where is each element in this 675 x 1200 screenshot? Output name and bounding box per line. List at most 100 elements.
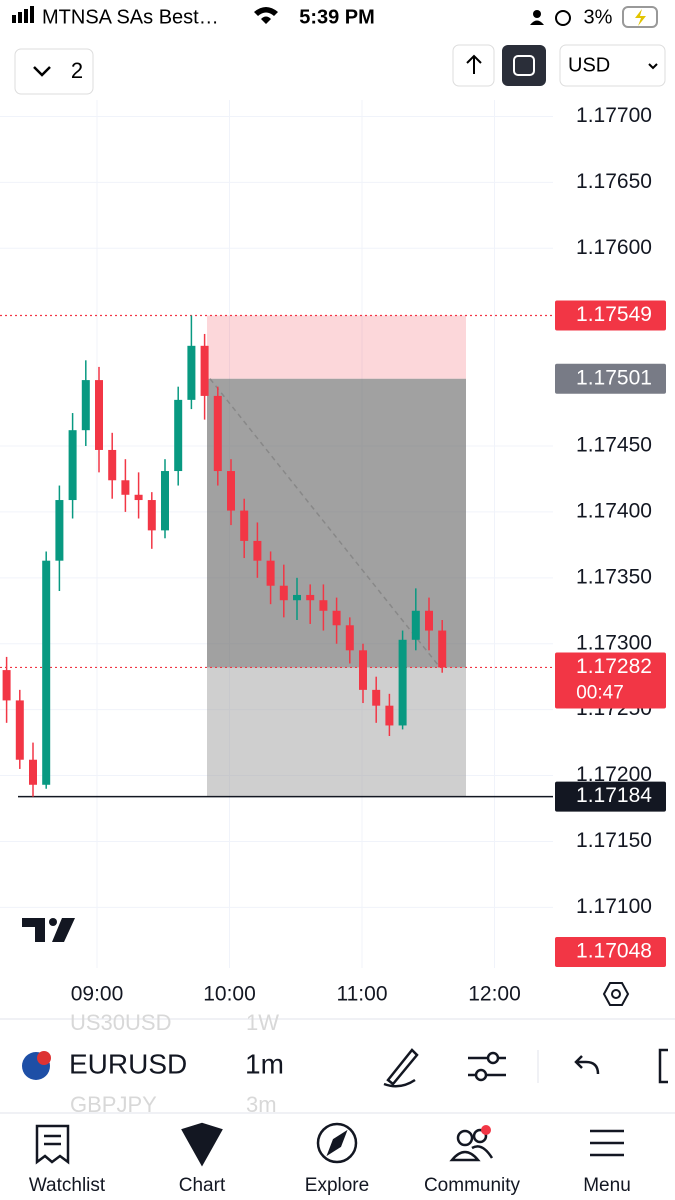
candle-body — [319, 600, 328, 611]
flag-icon — [37, 1051, 51, 1065]
candle-body — [372, 689, 381, 706]
arrow-icon — [466, 54, 482, 74]
undo-icon[interactable] — [574, 1055, 600, 1075]
settings-icon[interactable] — [602, 982, 630, 1006]
price-badge-label: 1.17048 — [576, 940, 652, 963]
stop-zone — [207, 315, 466, 379]
candle-body — [425, 610, 433, 631]
signal — [24, 9, 28, 23]
icon — [533, 10, 541, 18]
candle-body — [345, 625, 354, 651]
notification-dot — [481, 1125, 491, 1135]
more-icon[interactable] — [658, 1048, 668, 1084]
candle-body — [2, 670, 11, 701]
price-badge — [555, 300, 666, 331]
candle-body — [147, 500, 156, 531]
layout-button[interactable] — [14, 48, 94, 95]
icon — [530, 20, 544, 25]
x-tick-label: 09:00 — [71, 983, 124, 1006]
candle-body — [42, 560, 51, 785]
y-tick-label: 1.17450 — [576, 434, 652, 457]
candle-body — [134, 494, 143, 501]
price-badge-label: 1.17184 — [576, 784, 652, 807]
candle-body — [306, 594, 315, 601]
layout-count: 2 — [71, 58, 83, 83]
signal — [18, 12, 22, 23]
y-tick-label: 1.17650 — [576, 170, 652, 193]
fullscreen-button[interactable] — [502, 45, 546, 86]
nav-bar: Watchlist Chart Explore Community Menu — [29, 1175, 631, 1196]
candle-body — [332, 610, 341, 626]
time: 5:39 PM — [299, 6, 375, 28]
carrier: MTNSA SAs Best… — [42, 6, 219, 28]
candle-body — [359, 650, 367, 690]
candle-body — [187, 345, 196, 400]
price-badge — [555, 652, 666, 709]
price-badge-label: 1.17549 — [576, 303, 652, 326]
y-tick-label: 1.17350 — [576, 565, 652, 588]
candle-body — [81, 380, 90, 431]
currency-select[interactable] — [559, 44, 666, 87]
candle-body — [121, 480, 130, 495]
y-tick-label: 1.17600 — [576, 236, 652, 259]
chevron — [33, 66, 51, 77]
battery — [622, 6, 658, 28]
explore-needle — [326, 1129, 348, 1157]
symbol[interactable]: EURUSD — [69, 1048, 187, 1079]
nav-label[interactable]: Explore — [305, 1175, 369, 1196]
battery-text: 3% — [584, 6, 613, 28]
candle-body — [29, 759, 37, 785]
community-icon[interactable] — [456, 1129, 474, 1147]
interval[interactable]: 1m — [245, 1048, 284, 1079]
charging — [635, 9, 646, 26]
icon — [555, 10, 571, 26]
chevron — [648, 63, 658, 70]
x-tick-label: 12:00 — [468, 983, 521, 1006]
settings-icon — [611, 989, 621, 999]
menu-icon[interactable] — [590, 1129, 624, 1157]
y-tick-label: 1.17700 — [576, 104, 652, 127]
entry-path — [209, 378, 441, 668]
candle-body — [200, 345, 209, 396]
explore-icon[interactable] — [316, 1122, 358, 1164]
x-tick-label: 10:00 — [203, 983, 256, 1006]
candle-body — [293, 594, 301, 601]
status-bar: MTNSA SAs Best… 5:39 PM 3% — [12, 6, 658, 28]
x-tick-label: 11:00 — [337, 983, 388, 1006]
candle-body — [279, 585, 288, 601]
y-tick-label: 1.17300 — [576, 631, 652, 654]
wifi — [254, 7, 278, 24]
watchlist-icon[interactable] — [35, 1124, 70, 1165]
nav-label[interactable]: Menu — [583, 1175, 631, 1196]
chart-icon[interactable] — [181, 1122, 223, 1167]
icon-knob — [474, 1068, 488, 1082]
price-badge-label: 1.17282 — [576, 655, 652, 678]
icon-knob — [486, 1051, 500, 1065]
candle-body — [55, 500, 64, 561]
candle-body — [161, 471, 169, 531]
candle-body — [266, 560, 275, 586]
price-badge — [555, 781, 666, 812]
draw-icon[interactable] — [383, 1048, 419, 1088]
nav-label[interactable]: Community — [424, 1175, 521, 1196]
signal — [12, 15, 16, 23]
candle-body — [411, 610, 420, 640]
candle-body — [213, 395, 222, 472]
signal — [30, 6, 34, 23]
candle-body — [174, 399, 183, 472]
y-tick-label: 1.17200 — [576, 763, 652, 786]
target-zone — [207, 667, 466, 797]
nav-label[interactable]: Chart — [179, 1175, 226, 1196]
candle-body — [253, 540, 262, 561]
candle-body — [240, 510, 249, 541]
candle-body — [15, 700, 24, 760]
price-badge — [555, 363, 666, 394]
indicators-icon[interactable] — [468, 1051, 506, 1082]
y-tick-label: 1.17150 — [576, 829, 652, 852]
nav-icons — [35, 1122, 624, 1167]
candle-body — [68, 430, 77, 501]
candle-body — [438, 630, 447, 668]
nav-label[interactable]: Watchlist — [29, 1175, 106, 1196]
